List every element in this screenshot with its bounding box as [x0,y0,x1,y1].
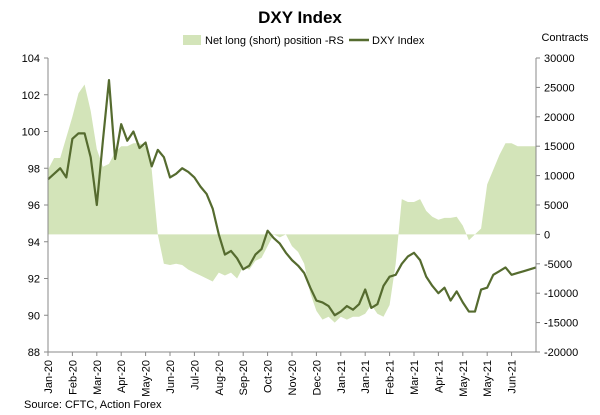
left-tick-label: 92 [28,274,40,286]
x-tick-label: Oct-20 [263,360,275,393]
x-tick-label: Jan-20 [43,360,55,394]
left-tick-label: 88 [28,347,40,359]
x-tick-label: Feb-21 [385,360,397,395]
area-series [48,84,536,323]
x-tick-label: Feb-20 [67,360,79,395]
x-tick-label: Jan-21 [360,360,372,394]
left-tick-label: 90 [28,310,40,322]
line-dxy-index [47,78,537,317]
x-tick-label: Jul-20 [189,360,201,390]
x-tick-label: Sep-20 [238,360,250,395]
x-tick-label: Jun-21 [507,360,519,394]
axes [44,57,540,356]
area-net-position [48,84,536,323]
right-tick-label: 25000 [544,82,575,94]
chart-title: DXY Index [258,8,342,27]
right-tick-label: 0 [544,229,550,241]
legend-swatch-area [183,35,201,45]
x-tick-label: Mar-20 [92,360,104,395]
x-tick-label: May-21 [482,360,494,397]
x-tick-label: May-21 [458,360,470,397]
left-tick-label: 100 [22,127,40,139]
right-axis-label: Contracts [541,32,589,44]
left-tick-label: 104 [22,53,40,65]
x-tick-label: Mar-21 [409,360,421,395]
right-tick-label: 10000 [544,171,575,183]
right-tick-label: 30000 [544,53,575,65]
right-tick-label: -20000 [544,347,578,359]
legend-label-dxy: DXY Index [372,35,425,47]
right-tick-label: -10000 [544,288,578,300]
right-tick-label: 15000 [544,141,575,153]
x-tick-label: Nov-20 [287,360,299,395]
left-tick-label: 98 [28,163,40,175]
legend-label-position: Net long (short) position -RS [205,35,344,47]
tick-labels: 104 102 100 98 96 94 92 90 88 30000 25000 20000 1500… [22,53,579,397]
x-tick-label: Jun-20 [165,360,177,394]
right-tick-label: -15000 [544,318,578,330]
x-tick-label: Apr-20 [116,360,128,393]
x-tick-label: May-20 [141,360,153,397]
x-tick-label: Apr-21 [433,360,445,393]
left-tick-label: 96 [28,200,40,212]
line-series [47,78,537,317]
right-tick-label: 20000 [544,112,575,124]
right-tick-label: -5000 [544,259,572,271]
x-tick-label: Dec-20 [311,360,323,395]
x-tick-label: Jan-21 [336,360,348,394]
source-note: Source: CFTC, Action Forex [24,399,162,411]
x-tick-label: Aug-20 [214,360,226,395]
left-tick-label: 102 [22,90,40,102]
right-tick-label: 5000 [544,200,568,212]
left-tick-label: 94 [28,237,40,249]
legend: Net long (short) position -RS DXY Index [183,35,425,47]
